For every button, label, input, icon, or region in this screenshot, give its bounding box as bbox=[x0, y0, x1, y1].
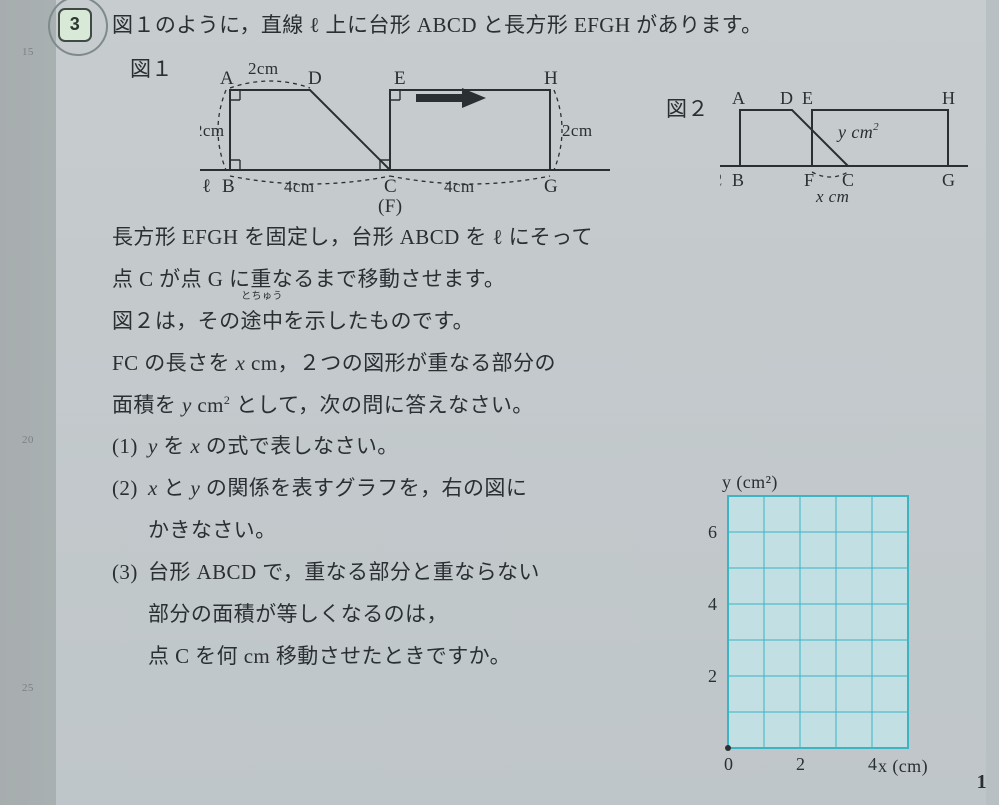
fig1-ell: ℓ bbox=[202, 176, 212, 197]
svg-text:2: 2 bbox=[708, 666, 717, 686]
fig1-D: D bbox=[308, 68, 322, 89]
figure-2-label: 図２ bbox=[666, 90, 709, 130]
fig1-E: E bbox=[394, 68, 406, 89]
svg-text:2: 2 bbox=[796, 754, 805, 774]
fig1-A: A bbox=[220, 68, 234, 89]
problem-text: 長方形 EFGH を固定し，台形 ABCD を ℓ にそって点 C が点 G に… bbox=[112, 218, 672, 679]
body-line: FC の長さを x cm，２つの図形が重なる部分の bbox=[112, 344, 672, 384]
svg-text:6: 6 bbox=[708, 522, 717, 542]
sub-question: 部分の面積が等しくなるのは， bbox=[112, 595, 672, 635]
fig1-ad: 2cm bbox=[248, 59, 279, 78]
fig2-H: H bbox=[942, 88, 955, 108]
svg-text:4: 4 bbox=[708, 594, 717, 614]
body-line: 図２は，その途中とちゅうを示したものです。 bbox=[112, 302, 672, 342]
figure-1: A D E H B C G (F) ℓ 2cm 2cm 2cm 4cm 4cm bbox=[200, 52, 640, 222]
page-number: 1 bbox=[977, 763, 987, 801]
lead-text: 図１のように，直線 ℓ 上に台形 ABCD と長方形 EFGH があります。 bbox=[112, 6, 952, 46]
question-number-box: 3 bbox=[58, 8, 92, 42]
figure-2: A D E H B F C G ℓ y cm2 x cm bbox=[720, 80, 980, 220]
sub-question: (3)台形 ABCD で，重なる部分と重ならない bbox=[112, 553, 672, 593]
body-line: 点 C が点 G に重なるまで移動させます。 bbox=[112, 260, 672, 300]
fig2-F: F bbox=[804, 170, 814, 190]
body-line: 長方形 EFGH を固定し，台形 ABCD を ℓ にそって bbox=[112, 218, 672, 258]
fig1-B: B bbox=[222, 176, 235, 197]
fig1-hg: 2cm bbox=[562, 121, 593, 140]
sub-question: かきなさい。 bbox=[112, 511, 672, 551]
fig1-cg: 4cm bbox=[444, 177, 475, 196]
fig2-B: B bbox=[732, 170, 744, 190]
fig2-y: y cm2 bbox=[836, 121, 879, 142]
svg-text:4: 4 bbox=[868, 754, 877, 774]
fig1-bc: 4cm bbox=[284, 177, 315, 196]
sub-question: (1)y を x の式で表しなさい。 bbox=[112, 427, 672, 467]
fig1-ab: 2cm bbox=[200, 121, 225, 140]
fig2-E: E bbox=[802, 88, 813, 108]
sub-question: (2)x と y の関係を表すグラフを，右の図に bbox=[112, 469, 672, 509]
svg-text:x (cm): x (cm) bbox=[878, 756, 928, 777]
gutter-tick: 20 bbox=[22, 430, 34, 451]
gutter-tick: 25 bbox=[22, 678, 34, 699]
fig2-ell: ℓ bbox=[720, 170, 723, 190]
svg-text:y (cm²): y (cm²) bbox=[722, 472, 778, 493]
gutter-tick: 15 bbox=[22, 42, 34, 63]
fig1-G: G bbox=[544, 176, 558, 197]
sub-question: 点 C を何 cm 移動させたときですか。 bbox=[112, 637, 672, 677]
fig2-x: x cm bbox=[815, 187, 849, 206]
fig2-G: G bbox=[942, 170, 955, 190]
fig2-A: A bbox=[732, 88, 745, 108]
answer-grid: y (cm²) x (cm) 0 2 4 2 4 6 bbox=[684, 468, 984, 798]
body-line: 面積を y cm2 として，次の問に答えなさい。 bbox=[112, 386, 672, 426]
svg-text:0: 0 bbox=[724, 754, 733, 774]
fig1-H: H bbox=[544, 68, 558, 89]
fig1-C: C bbox=[384, 176, 397, 197]
fig1-F: (F) bbox=[378, 196, 402, 217]
figure-1-label: 図１ bbox=[130, 50, 173, 90]
page-gutter: 15 20 25 bbox=[0, 0, 56, 805]
fig2-D: D bbox=[780, 88, 793, 108]
